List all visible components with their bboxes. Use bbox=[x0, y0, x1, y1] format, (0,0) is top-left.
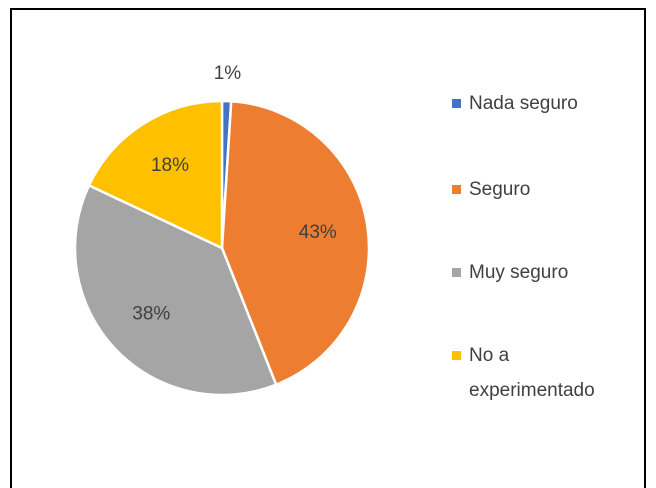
data-label: 1% bbox=[214, 63, 242, 84]
legend-swatch bbox=[452, 185, 461, 194]
data-label: 43% bbox=[299, 222, 337, 243]
chart-frame bbox=[10, 8, 646, 488]
legend-swatch bbox=[452, 99, 461, 108]
legend-item: Nada seguro bbox=[452, 86, 642, 121]
legend-item: Seguro bbox=[452, 172, 642, 207]
legend-label: Muy seguro bbox=[469, 262, 569, 283]
legend-item: Muy seguro bbox=[452, 255, 642, 290]
data-label: 38% bbox=[132, 303, 170, 324]
legend-label: Nada seguro bbox=[469, 93, 578, 114]
legend-swatch bbox=[452, 268, 461, 277]
pie-slice bbox=[220, 99, 371, 387]
pie-slice bbox=[73, 183, 278, 397]
legend-label: No a experimentado bbox=[469, 345, 595, 401]
data-label: 18% bbox=[151, 155, 189, 176]
legend-item: No a experimentado bbox=[452, 338, 642, 408]
legend-swatch bbox=[452, 351, 461, 360]
pie-slice bbox=[87, 99, 224, 250]
legend-label: Seguro bbox=[469, 179, 531, 200]
